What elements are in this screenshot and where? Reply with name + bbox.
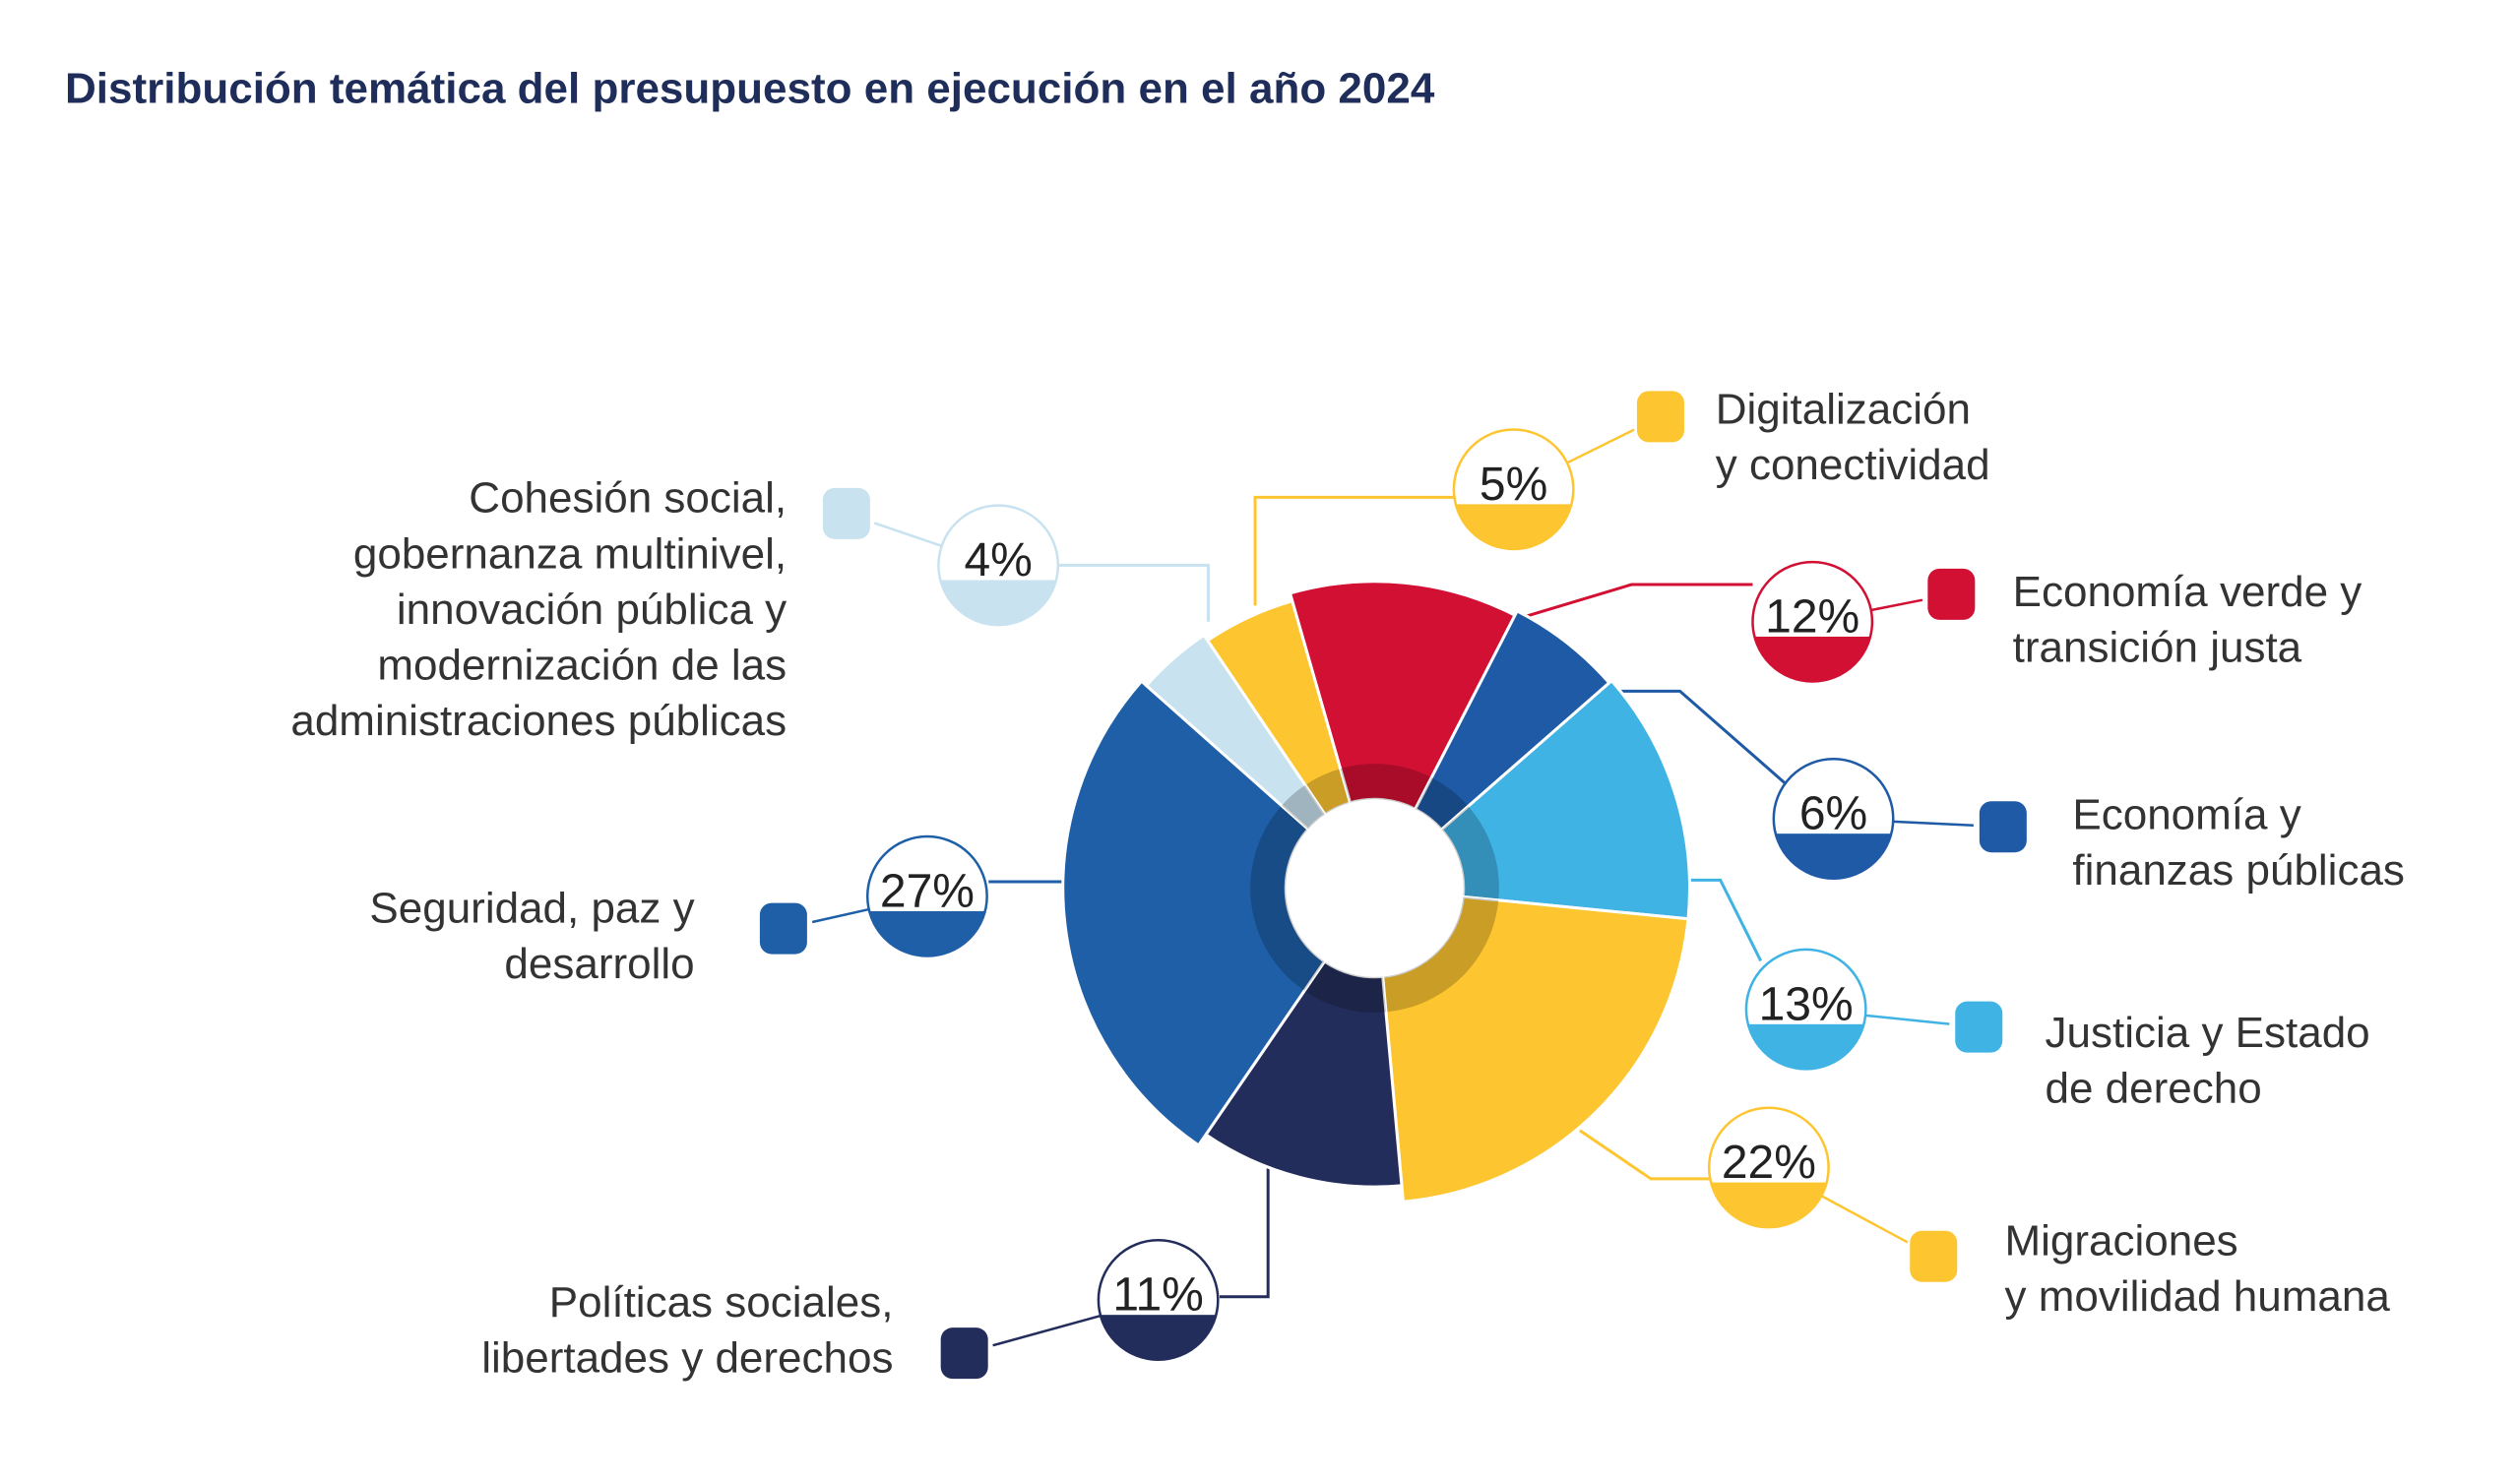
category-label: Migraciones y movilidad humana — [2004, 1216, 2390, 1321]
icon-connector — [1893, 820, 1974, 828]
badge-border — [1751, 560, 1874, 683]
icon — [940, 1327, 988, 1380]
icon-connector — [1864, 1014, 1950, 1025]
inner-ring — [1304, 769, 1351, 815]
value-label: 4% — [964, 534, 1032, 586]
badge-fill — [1709, 1182, 1829, 1228]
icon — [1636, 391, 1684, 443]
category-label: Digitalización y conectividad — [1716, 385, 1990, 489]
value-label: 13% — [1759, 978, 1854, 1030]
icon — [822, 487, 870, 539]
icon-connector — [873, 522, 943, 547]
value-label: 6% — [1799, 788, 1867, 840]
icon-connector — [1566, 428, 1635, 464]
connector — [1057, 563, 1210, 622]
connector — [1518, 583, 1753, 620]
badge-fill — [1745, 1023, 1866, 1070]
badge-fill — [1453, 504, 1574, 549]
badge-border — [1707, 1106, 1830, 1229]
category-label: Seguridad, paz y desarrollo — [369, 884, 694, 988]
category-label: Economía y finanzas públicas — [2072, 790, 2405, 895]
value-label: 11% — [1112, 1269, 1204, 1322]
inner-ring — [1304, 961, 1386, 1013]
badge-border — [937, 504, 1060, 627]
badge-border — [1772, 758, 1895, 880]
inner-ring — [1382, 896, 1499, 1013]
inner-ring — [1282, 784, 1326, 830]
inner-ring — [1441, 806, 1499, 900]
icon — [1979, 801, 2027, 853]
value-label: 22% — [1722, 1137, 1816, 1189]
icon-connector — [992, 1314, 1102, 1347]
inner-ring — [1250, 805, 1325, 991]
hole — [1286, 799, 1464, 977]
value-label: 5% — [1480, 459, 1547, 511]
connector — [1579, 1129, 1710, 1181]
icon-connector — [1870, 598, 1923, 612]
badge-fill — [1752, 636, 1872, 682]
chart-title: Distribución temática del presupuesto en… — [65, 65, 1435, 113]
badge-border — [865, 834, 988, 957]
connector — [1253, 495, 1454, 606]
icon — [1955, 1001, 2003, 1053]
icon — [1910, 1230, 1958, 1282]
category-label: Cohesión social, gobernanza multinivel, in… — [290, 473, 787, 744]
icon-connector — [811, 907, 869, 924]
category-label: Justicia y Estado de derecho — [2046, 1009, 2370, 1113]
badge-border — [1744, 948, 1867, 1071]
badge-fill — [938, 580, 1058, 626]
value-label: 27% — [880, 865, 975, 917]
connector — [1615, 689, 1787, 785]
badge-border — [1452, 428, 1575, 551]
badge-fill — [867, 910, 987, 956]
category-label: Economía verde y transición justa — [2013, 568, 2362, 672]
category-label: Políticas sociales, libertades y derechos — [481, 1278, 893, 1383]
icon — [759, 902, 807, 955]
icon — [1927, 568, 1976, 620]
badge-border — [1097, 1239, 1220, 1361]
badge-fill — [1098, 1315, 1219, 1360]
value-label: 12% — [1765, 590, 1859, 643]
inner-ring — [1340, 764, 1432, 810]
connector — [1687, 878, 1763, 962]
connector — [1219, 1162, 1270, 1299]
icon-connector — [1820, 1195, 1909, 1244]
badge-fill — [1773, 833, 1894, 879]
